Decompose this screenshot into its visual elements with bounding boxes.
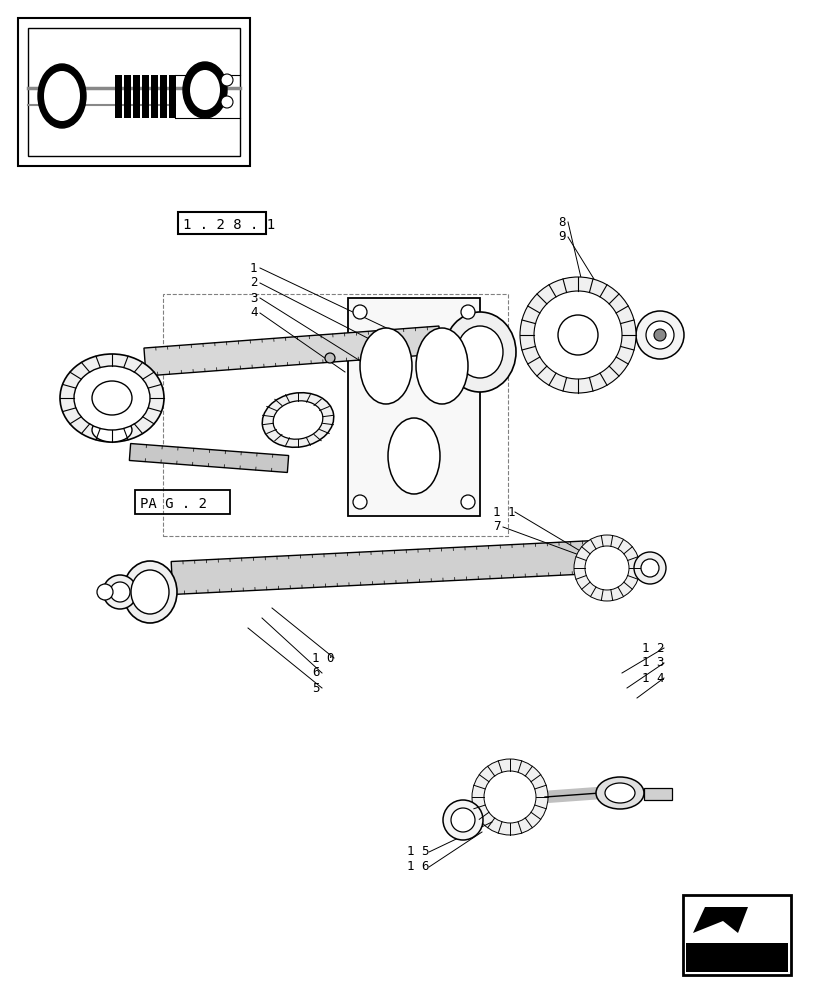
Ellipse shape <box>388 418 439 494</box>
Polygon shape <box>141 75 149 118</box>
Polygon shape <box>129 444 289 472</box>
Bar <box>682 895 790 975</box>
Ellipse shape <box>519 277 635 393</box>
Ellipse shape <box>74 366 150 430</box>
Ellipse shape <box>131 570 169 614</box>
Text: 1 0: 1 0 <box>312 652 334 664</box>
Ellipse shape <box>605 783 634 803</box>
Text: 9: 9 <box>557 231 565 243</box>
Bar <box>643 788 672 800</box>
Ellipse shape <box>189 70 220 110</box>
Text: 2: 2 <box>250 276 257 290</box>
Ellipse shape <box>273 401 323 439</box>
Ellipse shape <box>325 353 335 363</box>
Polygon shape <box>151 75 158 118</box>
Ellipse shape <box>451 808 475 832</box>
Ellipse shape <box>360 328 412 404</box>
Ellipse shape <box>352 495 366 509</box>
Text: PA G . 2: PA G . 2 <box>140 497 207 511</box>
Polygon shape <box>124 75 131 118</box>
Ellipse shape <box>44 71 80 121</box>
Polygon shape <box>160 75 167 118</box>
Ellipse shape <box>557 315 597 355</box>
Text: 1 . 2 8 . 1: 1 . 2 8 . 1 <box>183 218 275 232</box>
Ellipse shape <box>443 312 515 392</box>
Ellipse shape <box>640 559 658 577</box>
Ellipse shape <box>633 552 665 584</box>
Polygon shape <box>692 907 747 937</box>
Text: 6: 6 <box>312 666 319 680</box>
Ellipse shape <box>60 354 164 442</box>
Ellipse shape <box>461 495 475 509</box>
Polygon shape <box>686 943 787 972</box>
Text: 1 2: 1 2 <box>641 642 664 654</box>
Ellipse shape <box>103 575 136 609</box>
Ellipse shape <box>92 418 131 442</box>
Bar <box>163 294 508 536</box>
Ellipse shape <box>461 305 475 319</box>
Text: 1: 1 <box>250 261 257 274</box>
Ellipse shape <box>92 381 131 415</box>
Text: 5: 5 <box>312 682 319 694</box>
Ellipse shape <box>123 561 177 623</box>
Bar <box>347 298 480 516</box>
Text: 1 5: 1 5 <box>407 845 429 858</box>
Ellipse shape <box>221 74 232 86</box>
Ellipse shape <box>221 96 232 108</box>
Ellipse shape <box>110 582 130 602</box>
Text: 7: 7 <box>492 520 500 534</box>
Bar <box>178 212 265 234</box>
Ellipse shape <box>653 329 665 341</box>
Ellipse shape <box>97 584 112 600</box>
Ellipse shape <box>595 777 643 809</box>
Polygon shape <box>169 75 176 118</box>
Ellipse shape <box>635 311 683 359</box>
Ellipse shape <box>183 62 227 118</box>
Text: 1 4: 1 4 <box>641 672 664 684</box>
Ellipse shape <box>442 800 482 840</box>
Polygon shape <box>171 541 595 594</box>
Text: 8: 8 <box>557 216 565 229</box>
Polygon shape <box>133 75 140 118</box>
Bar <box>28 28 240 156</box>
Ellipse shape <box>585 546 629 590</box>
Ellipse shape <box>645 321 673 349</box>
Polygon shape <box>115 75 122 118</box>
Ellipse shape <box>457 326 502 378</box>
Bar <box>135 490 230 514</box>
Ellipse shape <box>38 64 86 128</box>
Text: 3: 3 <box>250 292 257 304</box>
Ellipse shape <box>533 291 621 379</box>
Polygon shape <box>692 907 747 933</box>
Ellipse shape <box>471 759 547 835</box>
Polygon shape <box>144 326 441 376</box>
Text: 4: 4 <box>250 306 257 320</box>
Ellipse shape <box>262 393 333 447</box>
Ellipse shape <box>352 305 366 319</box>
Text: 1 6: 1 6 <box>407 860 429 874</box>
Ellipse shape <box>415 328 467 404</box>
Text: 1 1: 1 1 <box>492 506 515 518</box>
Ellipse shape <box>573 535 639 601</box>
Bar <box>18 18 250 166</box>
Ellipse shape <box>484 771 535 823</box>
Text: 1 3: 1 3 <box>641 656 664 670</box>
